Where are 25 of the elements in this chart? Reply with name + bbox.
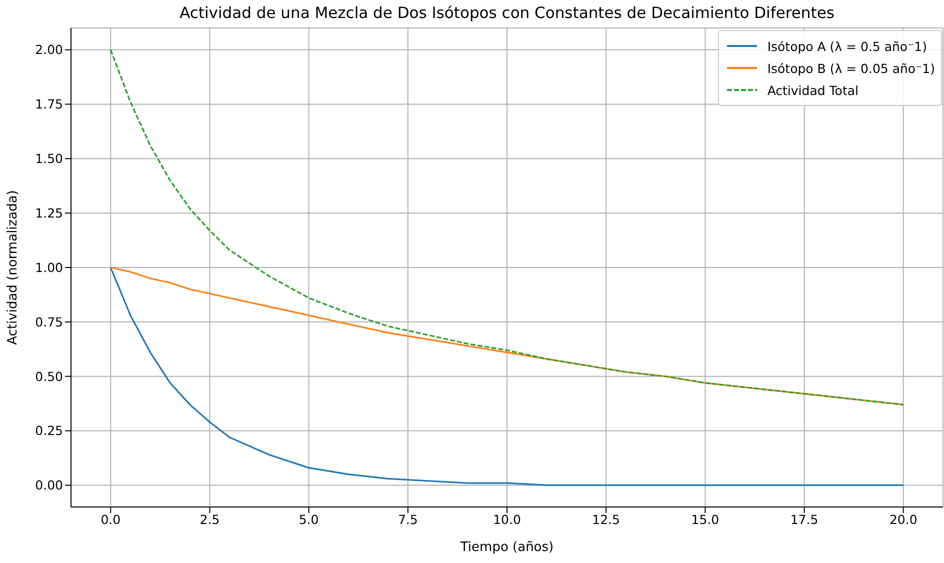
legend-label: Isótopo A (λ = 0.5 año⁻1) xyxy=(767,38,928,54)
x-tick-label: 10.0 xyxy=(493,512,521,527)
y-tick-label: 1.25 xyxy=(35,206,63,221)
x-tick-label: 0.0 xyxy=(100,512,121,527)
legend-label: Isótopo B (λ = 0.05 año⁻1) xyxy=(767,60,935,76)
x-tick-label: 2.5 xyxy=(200,512,220,527)
y-tick-label: 0.00 xyxy=(35,478,64,493)
y-tick-label: 0.25 xyxy=(35,423,63,438)
x-tick-label: 15.0 xyxy=(691,512,720,527)
legend-label: Actividad Total xyxy=(767,82,858,98)
y-tick-label: 1.00 xyxy=(35,260,64,275)
y-tick-label: 1.50 xyxy=(35,151,64,166)
y-tick-label: 0.75 xyxy=(35,314,63,330)
y-tick-label: 1.75 xyxy=(35,96,63,112)
x-axis-title: Tiempo (años) xyxy=(459,540,554,555)
x-tick-label: 5.0 xyxy=(298,512,319,527)
chart-title: Actividad de una Mezcla de Dos Isótopos con Constantes de Decaimiento Diferentes xyxy=(178,4,836,22)
x-tick-label: 12.5 xyxy=(592,512,620,527)
y-tick-label: 0.50 xyxy=(35,368,64,384)
x-tick-label: 7.5 xyxy=(398,512,418,527)
line-series xyxy=(110,266,904,486)
x-tick-label: 20.0 xyxy=(889,512,918,527)
y-tick-label: 2.00 xyxy=(35,42,64,58)
x-tick-label: 17.5 xyxy=(790,512,818,527)
y-axis-title: Actividad (normalizada) xyxy=(6,190,21,345)
